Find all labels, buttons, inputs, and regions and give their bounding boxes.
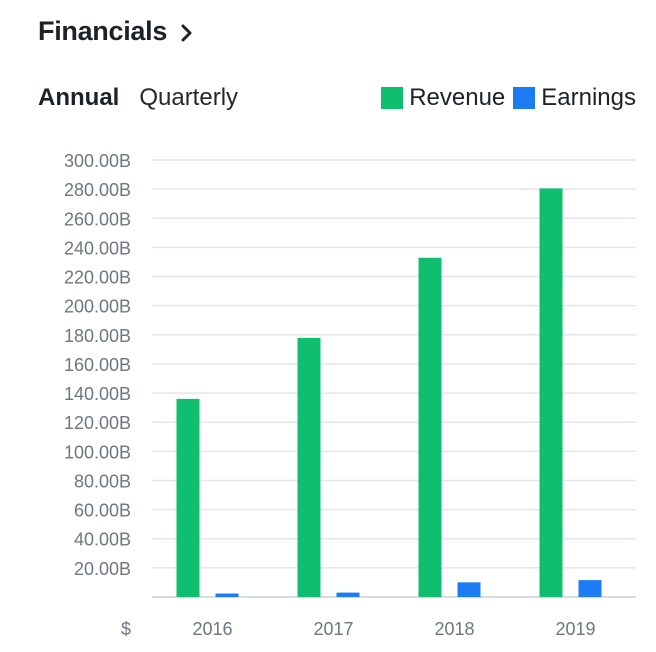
y-tick-label: 280.00B [64, 180, 131, 200]
legend-item-earnings[interactable]: Earnings [513, 84, 636, 112]
financials-bar-chart: 20.00B 40.00B 60.00B 80.00B 100.00B 120.00B 14… [64, 151, 636, 639]
currency-label: $ [121, 619, 131, 639]
bar-revenue-2016[interactable] [176, 398, 200, 597]
y-tick-label: 120.00B [64, 413, 131, 433]
financials-header[interactable]: Financials [38, 16, 197, 47]
x-tick-label: 2017 [313, 619, 353, 639]
gridlines [152, 159, 636, 598]
y-tick-label: 200.00B [64, 297, 131, 317]
y-tick-label: 140.00B [64, 384, 131, 404]
bar-revenue-2018[interactable] [418, 257, 442, 597]
legend-label-earnings: Earnings [541, 84, 636, 111]
x-tick-label: 2016 [192, 619, 232, 639]
chart-legend: Revenue Earnings [381, 84, 636, 112]
y-tick-label: 60.00B [74, 501, 131, 521]
y-tick-label: 240.00B [64, 238, 131, 258]
bar-earnings-2018[interactable] [457, 582, 481, 597]
y-tick-label: 40.00B [74, 530, 131, 550]
bar-revenue-2017[interactable] [297, 337, 321, 597]
legend-item-revenue[interactable]: Revenue [381, 84, 505, 112]
y-tick-label: 260.00B [64, 209, 131, 229]
x-axis-ticks: 2016 2017 2018 2019 $ [121, 619, 596, 639]
chevron-right-icon[interactable] [177, 23, 197, 43]
bar-revenue-2019[interactable] [539, 188, 563, 598]
y-tick-label: 80.00B [74, 471, 131, 491]
bars [176, 188, 602, 598]
y-tick-label: 180.00B [64, 326, 131, 346]
y-tick-label: 20.00B [74, 559, 131, 579]
bar-earnings-2019[interactable] [578, 580, 602, 597]
y-tick-label: 300.00B [64, 151, 131, 171]
period-tabs: Annual Quarterly [38, 84, 238, 112]
x-tick-label: 2019 [555, 619, 595, 639]
bar-earnings-2016[interactable] [215, 593, 239, 597]
y-tick-label: 160.00B [64, 355, 131, 375]
bar-earnings-2017[interactable] [336, 592, 360, 597]
tab-annual[interactable]: Annual [38, 84, 120, 111]
x-tick-label: 2018 [434, 619, 474, 639]
page-title[interactable]: Financials [38, 16, 168, 46]
earnings-swatch [513, 87, 536, 109]
y-tick-label: 100.00B [64, 442, 131, 462]
y-tick-label: 220.00B [64, 268, 131, 288]
y-axis-ticks: 20.00B 40.00B 60.00B 80.00B 100.00B 120.00B 14… [64, 151, 131, 579]
tab-quarterly[interactable]: Quarterly [139, 84, 239, 111]
legend-label-revenue: Revenue [409, 84, 506, 111]
chart-controls: Annual Quarterly Revenue Earnings [38, 84, 636, 112]
revenue-swatch [381, 87, 404, 109]
